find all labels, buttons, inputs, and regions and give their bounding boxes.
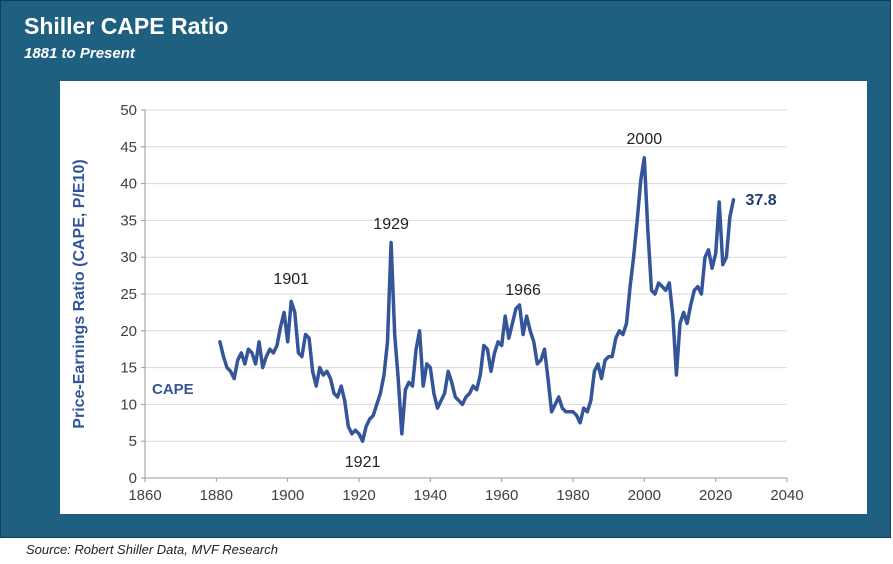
x-tick-label: 2000 (628, 487, 661, 504)
y-tick-label: 5 (129, 433, 137, 450)
y-tick-labels: 0 5 10 15 20 25 30 35 40 45 50 (120, 102, 137, 487)
chart-title: Shiller CAPE Ratio (24, 13, 229, 39)
annotations: 1901 1929 1921 1966 2000 37.8 (273, 131, 776, 471)
x-tick-label: 1960 (485, 487, 518, 504)
y-tick-label: 10 (120, 396, 137, 413)
plot-panel (60, 81, 867, 514)
series-label-cape: CAPE (152, 381, 194, 398)
x-tick-label: 1940 (414, 487, 447, 504)
x-tick-label: 1860 (128, 487, 161, 504)
y-tick-label: 40 (120, 176, 137, 193)
y-tick-label: 35 (120, 212, 137, 229)
x-tick-label: 1900 (271, 487, 304, 504)
series-line-cape (218, 156, 736, 443)
x-tick-label: 1920 (342, 487, 375, 504)
x-tick-label: 1980 (556, 487, 589, 504)
x-tick-label: 2040 (770, 487, 803, 504)
annotation-1929: 1929 (373, 216, 409, 233)
y-tick-label: 30 (120, 249, 137, 266)
source-note: Source: Robert Shiller Data, MVF Researc… (26, 542, 278, 557)
x-tick-label: 1880 (200, 487, 233, 504)
axes (141, 109, 788, 482)
grid-lines (145, 109, 787, 442)
y-tick-label: 15 (120, 360, 137, 377)
annotation-1901: 1901 (273, 271, 309, 288)
y-tick-label: 45 (120, 139, 137, 156)
y-axis-label: Price-Earnings Ratio (CAPE, P/E10) (71, 159, 88, 428)
annotation-37.8: 37.8 (746, 192, 777, 209)
y-tick-label: 50 (120, 102, 137, 119)
chart-subtitle: 1881 to Present (24, 45, 135, 62)
y-tick-label: 0 (129, 470, 137, 487)
annotation-1966: 1966 (505, 282, 541, 299)
annotation-2000: 2000 (627, 131, 663, 148)
y-tick-label: 25 (120, 286, 137, 303)
y-tick-label: 20 (120, 323, 137, 340)
x-tick-labels: 1860 1880 1900 1920 1940 1960 1980 2000 2020 2040 (128, 487, 803, 504)
x-tick-label: 2020 (699, 487, 732, 504)
annotation-1921: 1921 (345, 454, 381, 471)
